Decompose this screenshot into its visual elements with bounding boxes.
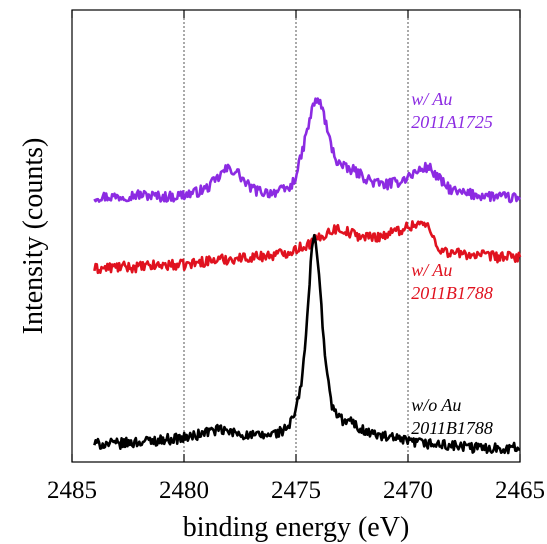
- annotation-line2: 2011A1725: [411, 112, 493, 132]
- series-line-2: [93, 220, 522, 275]
- x-tick-label: 2470: [383, 477, 433, 504]
- series-annotations: w/ Au 2011A1725 w/ Au 2011B1788 w/o Au 2011B1…: [411, 89, 493, 438]
- annotation-line2: 2011B1788: [411, 418, 493, 438]
- x-axis-title: binding energy (eV): [183, 512, 410, 543]
- series-line-3: [93, 233, 521, 455]
- x-tick-label: 2475: [271, 477, 321, 504]
- series-group: [93, 97, 522, 455]
- x-tick-label: 2465: [495, 477, 545, 504]
- x-axis-ticks: 2485 2480 2475 2470 2465: [47, 10, 545, 504]
- y-axis-title: Intensity (counts): [18, 138, 49, 335]
- x-tick-label: 2480: [159, 477, 209, 504]
- annotation-line1: w/ Au: [411, 89, 452, 109]
- annotation-line2: 2011B1788: [411, 283, 493, 303]
- x-tick-label: 2485: [47, 477, 97, 504]
- series-line-1: [93, 97, 522, 204]
- annotation-line1: w/ Au: [411, 260, 452, 280]
- annotation-line1: w/o Au: [411, 395, 461, 415]
